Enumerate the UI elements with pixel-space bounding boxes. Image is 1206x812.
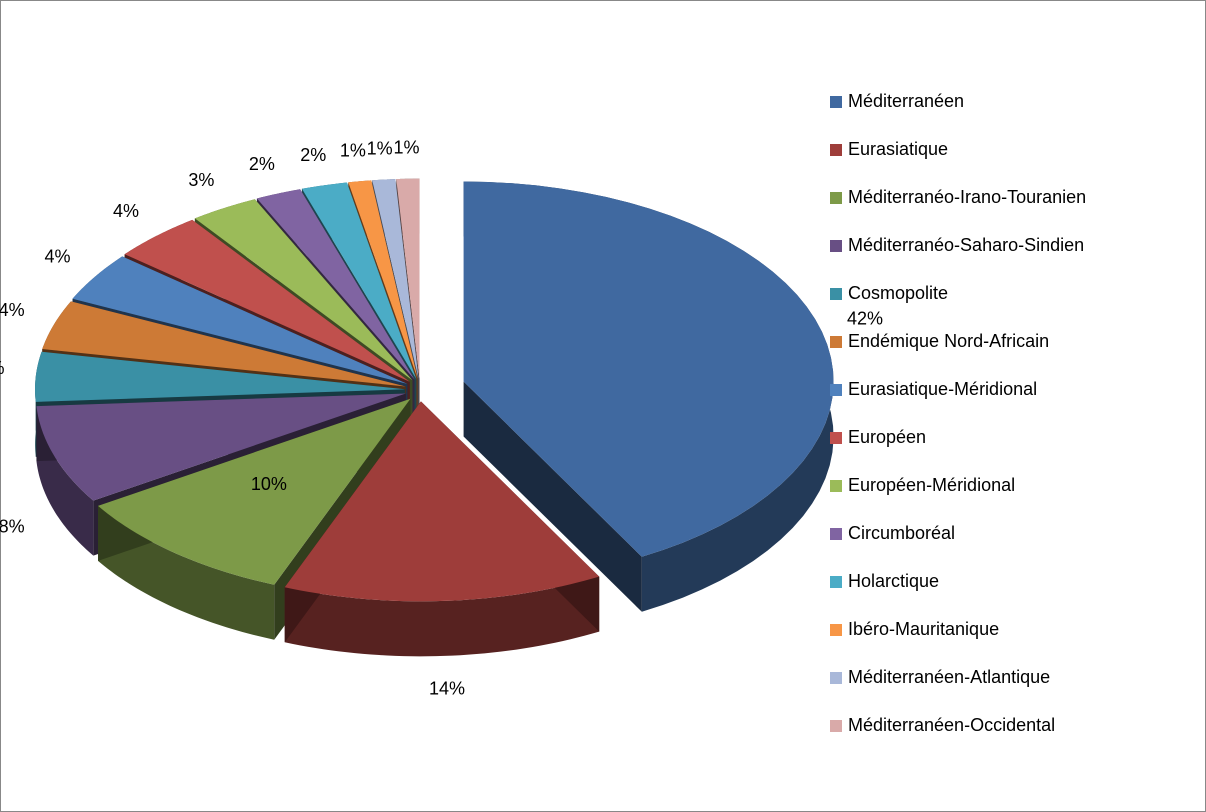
legend-label: Holarctique [848,571,939,591]
legend-swatch [830,288,842,300]
legend-label: Européen-Méridional [848,475,1015,495]
legend-label: Méditerranéo-Saharo-Sindien [848,235,1084,255]
slice [284,401,600,602]
legend-label: Eurasiatique-Méridional [848,379,1037,399]
slice-rim [284,576,600,657]
legend-label: Endémique Nord-Africain [848,331,1049,351]
data-label: 4% [44,247,70,267]
legend-swatch [830,240,842,252]
legend-label: Ibéro-Mauritanique [848,619,999,639]
legend-swatch [830,720,842,732]
slice-rim [36,406,94,556]
data-label: 2% [300,145,326,165]
slice [463,181,834,557]
slice [36,393,406,501]
legend-swatch [830,576,842,588]
data-label: 10% [251,474,287,494]
data-label: 4% [113,201,139,221]
slice [396,178,420,379]
slice [372,179,419,379]
legend-swatch [830,96,842,108]
legend-label: Circumboréal [848,523,955,543]
slice-tops [35,178,834,602]
legend-swatch [830,336,842,348]
legend-label: Cosmopolite [848,283,948,303]
legend-label: Méditerranéen [848,91,964,111]
slice [194,199,413,381]
data-label: 8% [0,516,25,536]
slice [35,351,406,402]
slice [256,189,415,380]
data-label: 2% [249,154,275,174]
slice [72,256,408,384]
slice [301,182,417,380]
data-label: 14% [429,679,465,699]
legend-swatch [830,432,842,444]
legend-label: Méditerranéen-Atlantique [848,667,1050,687]
legend-swatch [830,624,842,636]
slice [42,301,406,387]
legend-swatch [830,192,842,204]
data-label: 42% [847,309,883,329]
slice-wall [463,381,642,612]
legend-swatch [830,144,842,156]
data-label: 3% [188,170,214,190]
legend-swatch [830,480,842,492]
data-label: 1% [367,138,393,158]
data-label: 1% [394,138,420,158]
legend-swatch [830,384,842,396]
legend-swatch [830,672,842,684]
legend-label: Méditerranéen-Occidental [848,715,1055,735]
data-label: 4% [0,300,25,320]
legend-label: Eurasiatique [848,139,948,159]
legend-swatch [830,528,842,540]
data-label: 1% [340,140,366,160]
slice [348,180,418,379]
slice [124,219,410,382]
slice [98,398,411,585]
legend-label: Européen [848,427,926,447]
legend-label: Méditerranéo-Irano-Touranien [848,187,1086,207]
data-label: 4% [0,358,4,378]
